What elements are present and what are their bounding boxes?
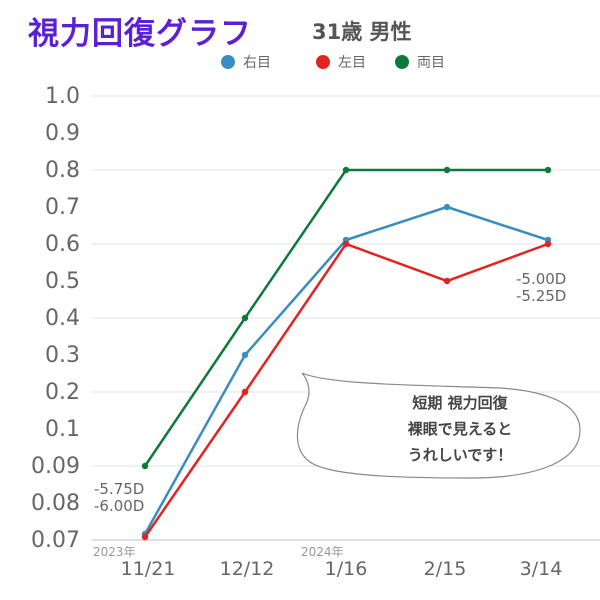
y-tick: 0.1 [45, 417, 80, 442]
y-tick: 0.9 [45, 121, 80, 146]
y-tick: 1.0 [45, 84, 80, 109]
y-tick: 0.6 [45, 232, 80, 257]
x-tick: 3/14 [519, 558, 563, 580]
end-diopter-annotation: -5.00D -5.25D [516, 271, 566, 305]
y-tick: 0.07 [31, 528, 80, 553]
y-tick: 0.08 [31, 491, 80, 516]
diopter-left: -5.25D [516, 287, 567, 305]
y-tick: 0.5 [45, 269, 80, 294]
bubble-line: 短期 視力回復 [412, 394, 508, 412]
chart-subtitle: 31歳 男性 [312, 20, 412, 44]
y-tick: 0.09 [31, 454, 80, 479]
legend-item-both-eyes: 両目 [395, 52, 445, 72]
diopter-left: -6.00D [94, 497, 145, 515]
y-tick: 0.3 [45, 343, 80, 368]
speech-bubble-text: 短期 視力回復 裸眼で見えると うれしいです！ [360, 390, 560, 468]
series-points-both-eyes [141, 166, 552, 470]
x-tick: 1/16 [324, 558, 368, 580]
x-tick: 12/12 [219, 558, 275, 580]
bubble-line: 裸眼で見えると [407, 420, 513, 438]
bubble-line: うれしいです！ [407, 446, 513, 464]
series-line-right-eye [143, 205, 549, 535]
legend-dot-icon [316, 55, 330, 69]
legend-label: 左目 [338, 55, 366, 71]
diopter-right: -5.75D [94, 480, 145, 498]
legend-label: 右目 [243, 55, 271, 71]
speech-bubble [296, 372, 581, 479]
x-tick: 11/21 [120, 558, 176, 580]
series-points-right-eye [141, 203, 552, 538]
y-tick: 0.7 [45, 195, 80, 220]
legend: 右目 左目 両目 [0, 52, 600, 74]
legend-dot-icon [395, 55, 409, 69]
year-label-2023: 2023年 [93, 545, 136, 559]
series-points-left-eye [141, 240, 552, 541]
y-tick: 0.8 [45, 158, 80, 183]
legend-dot-icon [221, 55, 235, 69]
legend-item-right-eye: 右目 [221, 52, 271, 72]
y-tick: 0.4 [45, 306, 80, 331]
year-label-2024: 2024年 [301, 545, 344, 559]
legend-item-left-eye: 左目 [316, 52, 366, 72]
x-tick: 2/15 [423, 558, 467, 580]
start-diopter-annotation: -5.75D -6.00D [94, 481, 144, 515]
legend-label: 両目 [417, 55, 445, 71]
y-tick: 0.2 [45, 380, 80, 405]
diopter-right: -5.00D [516, 270, 567, 288]
chart-title: 視力回復グラフ [28, 16, 252, 52]
